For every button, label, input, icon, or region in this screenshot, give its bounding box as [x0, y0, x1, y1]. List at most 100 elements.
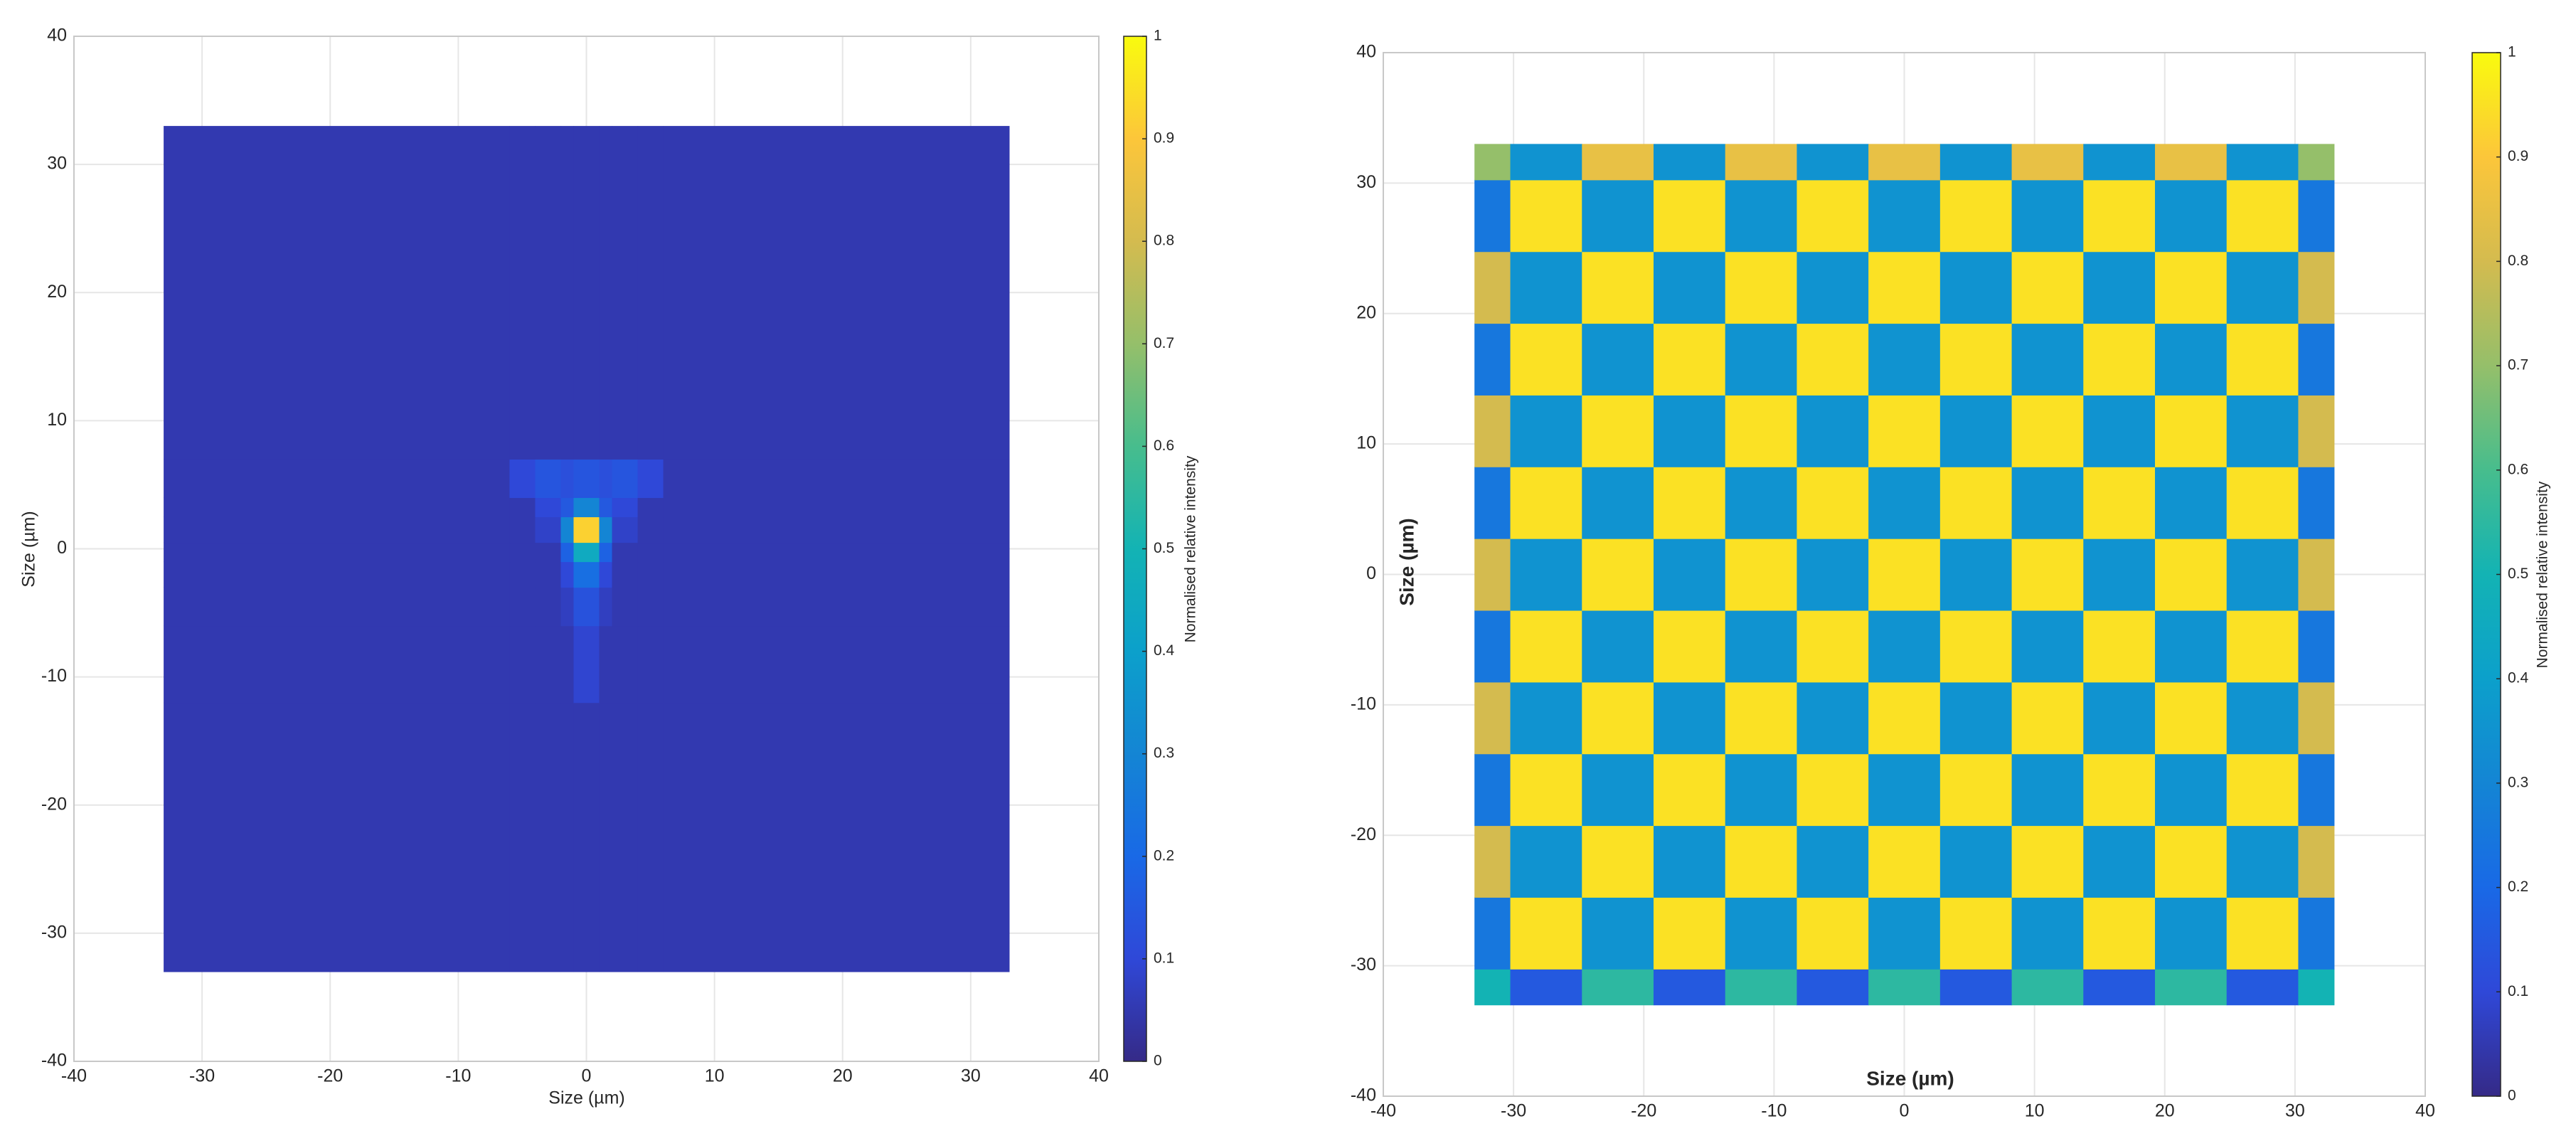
heatmap-cell	[1797, 144, 1869, 181]
y-tick-label: 10	[47, 410, 67, 430]
heatmap-cell	[1582, 251, 1654, 324]
heatmap-cell	[637, 126, 664, 460]
heatmap-cell	[1510, 969, 1582, 1006]
heatmap-cell	[1510, 467, 1582, 539]
x-axis-label: Size (µm)	[548, 1088, 624, 1108]
heatmap-cell	[164, 459, 511, 499]
colorbar-tick-label: 0.9	[2508, 148, 2528, 164]
heatmap-cell	[560, 497, 575, 518]
heatmap-cell	[1868, 179, 1941, 253]
heatmap-cell	[2083, 897, 2156, 970]
heatmap-chart: -40 -30 -20 -10 0 10 20 30 40-40-30-20-100102030…	[19, 26, 1199, 1108]
heatmap-cell	[612, 561, 639, 588]
x-tick-label: 30	[961, 1066, 981, 1086]
heatmap-cell	[2298, 179, 2335, 253]
heatmap-cell	[612, 702, 639, 972]
heatmap-cell	[2011, 538, 2084, 611]
x-axis-label: Size (µm)	[1866, 1067, 1954, 1089]
heatmap-cell	[1474, 179, 1511, 253]
heatmap-cell	[560, 561, 575, 588]
heatmap-cell	[663, 459, 1010, 499]
heatmap-cell	[535, 126, 562, 460]
heatmap-cell	[573, 516, 600, 543]
heatmap-cell	[1939, 753, 2013, 827]
x-tick-label: -30	[1501, 1101, 1526, 1121]
heatmap-cell	[2226, 969, 2299, 1006]
y-tick-label: 20	[1356, 302, 1376, 322]
heatmap-cell	[2011, 144, 2084, 181]
heatmap-cell	[2083, 251, 2156, 324]
heatmap-cell	[560, 542, 575, 563]
heatmap-cell	[637, 625, 664, 704]
x-tick-label: -40	[61, 1066, 87, 1086]
heatmap-cell	[1939, 681, 2013, 755]
x-tick-label: -10	[445, 1066, 471, 1086]
x-tick-label: -40	[1371, 1101, 1396, 1121]
heatmap-cell	[573, 126, 600, 460]
heatmap-cell	[612, 625, 639, 704]
heatmap-cell	[1474, 144, 1511, 181]
heatmap-cell	[1474, 323, 1511, 396]
heatmap-cell	[1474, 897, 1511, 970]
colorbar-tick-label: 0	[1154, 1053, 1162, 1069]
heatmap-cell	[1939, 610, 2013, 683]
heatmap-cell	[573, 561, 600, 588]
heatmap-cell	[1582, 825, 1654, 898]
colorbar-tick-label: 0.5	[1154, 540, 1174, 556]
heatmap-cell	[1510, 323, 1582, 396]
colorbar-tick-label: 0.2	[1154, 847, 1174, 864]
heatmap-cell	[2011, 179, 2084, 253]
heatmap-cell	[1582, 681, 1654, 755]
heatmap-cell	[1868, 538, 1941, 611]
colorbar	[2471, 52, 2501, 1097]
heatmap-cell	[2011, 897, 2084, 970]
heatmap-cell	[1582, 467, 1654, 539]
heatmap-cell	[2226, 753, 2299, 827]
heatmap-cell	[2011, 969, 2084, 1006]
heatmap-cell	[1725, 467, 1798, 539]
y-tick-label: 20	[47, 282, 67, 302]
heatmap-cell	[2083, 753, 2156, 827]
colorbar-tick-label: 0.4	[2508, 670, 2529, 686]
heatmap-cell	[1725, 610, 1798, 683]
heatmap-cell	[2083, 323, 2156, 396]
colorbar-tick-label: 0.7	[2508, 357, 2528, 373]
heatmap-cell	[164, 625, 511, 704]
heatmap-cell	[2011, 395, 2084, 467]
heatmap-cell	[535, 561, 562, 588]
heatmap-cell	[612, 587, 639, 627]
x-tick-label: 20	[833, 1066, 853, 1086]
heatmap-cell	[573, 542, 600, 563]
heatmap-cell	[2155, 825, 2228, 898]
heatmap-cell	[1939, 395, 2013, 467]
heatmap-cell	[1797, 323, 1869, 396]
heatmap-cell	[599, 516, 613, 543]
y-tick-label: 0	[57, 538, 67, 558]
heatmap-cell	[2083, 610, 2156, 683]
heatmap-cell	[1510, 897, 1582, 970]
heatmap-cell	[1582, 753, 1654, 827]
heatmap-cell	[2298, 969, 2335, 1006]
heatmap-cell	[1868, 144, 1941, 181]
heatmap-cell	[1797, 467, 1869, 539]
colorbar-tick-label: 0.1	[2508, 983, 2528, 999]
heatmap-cell	[1582, 179, 1654, 253]
heatmap-cell	[2298, 897, 2335, 970]
heatmap-cell	[2083, 179, 2156, 253]
heatmap-cell	[612, 459, 639, 499]
heatmap-cell	[164, 561, 511, 588]
heatmap-cell	[1474, 969, 1511, 1006]
y-tick-label: 0	[1366, 563, 1376, 583]
y-tick-label: -30	[41, 922, 67, 942]
heatmap-cell	[1725, 251, 1798, 324]
heatmap-cell	[509, 516, 536, 543]
heatmap-cell	[599, 126, 613, 460]
heatmap-cell	[1510, 825, 1582, 898]
heatmap-cell	[1653, 825, 1726, 898]
colorbar-tick-label: 0.4	[1154, 642, 1175, 659]
heatmap-cell	[2155, 323, 2228, 396]
y-tick-label: -40	[1351, 1086, 1376, 1105]
heatmap-cell	[2011, 825, 2084, 898]
heatmap-cell	[1725, 681, 1798, 755]
heatmap-cell	[2011, 610, 2084, 683]
